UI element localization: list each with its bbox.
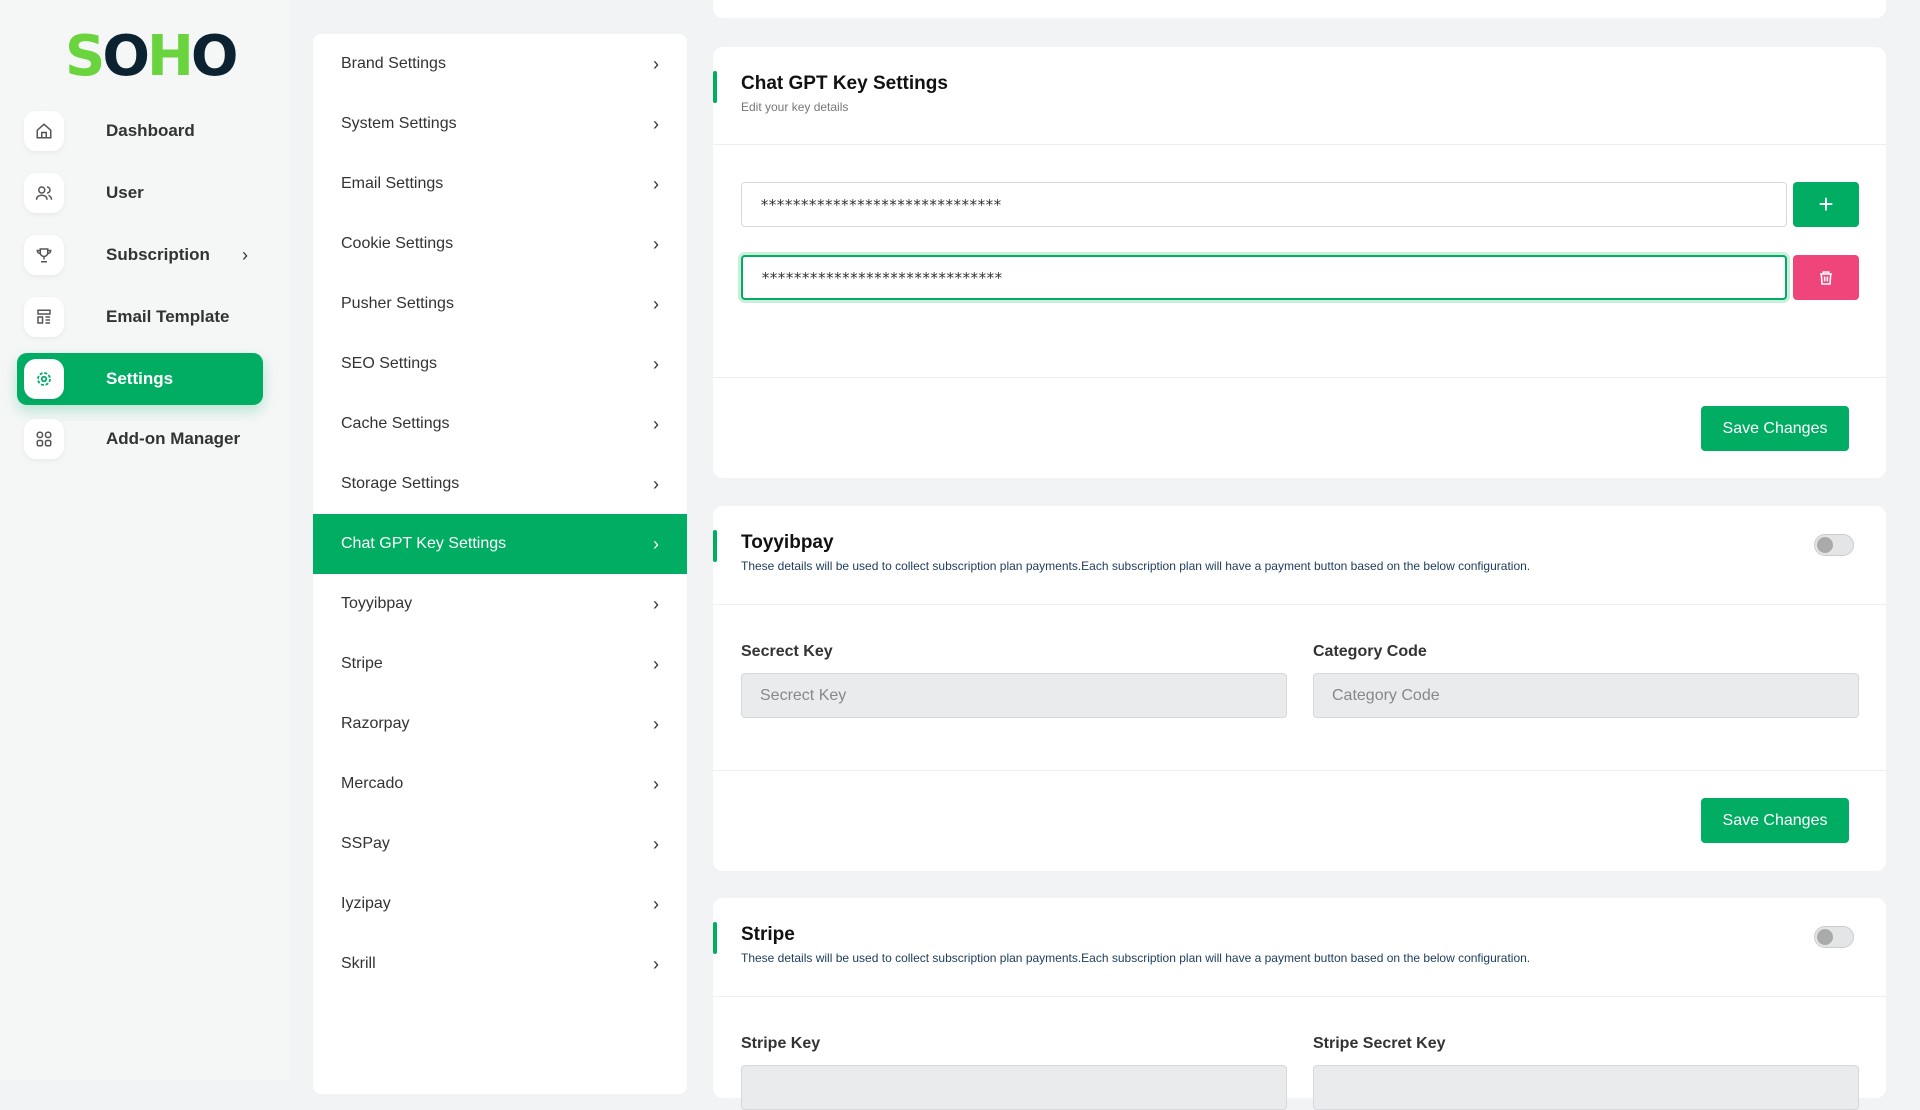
menu-item-label: SEO Settings [341,355,438,372]
settings-menu-item[interactable]: Cookie Settings › [313,214,687,274]
soho-logo[interactable]: SOHO [65,24,238,89]
settings-menu-item[interactable]: Email Settings › [313,154,687,214]
menu-item-label: Mercado [341,775,404,792]
settings-menu-item[interactable]: Toyyibpay › [313,574,687,634]
api-key-input[interactable]: ****************************** [741,255,1787,300]
menu-item-label: SSPay [341,835,390,852]
chevron-right-icon: › [653,473,659,494]
stripe-key-input[interactable] [741,1065,1287,1110]
menu-item-label: Chat GPT Key Settings [341,535,507,552]
secret-key-label: Secrect Key [741,643,833,660]
sidebar-item-subscription[interactable]: Subscription › [17,229,263,281]
delete-key-button[interactable] [1793,255,1859,300]
stripe-toggle[interactable] [1814,926,1854,948]
chevron-right-icon: › [653,773,659,794]
chevron-right-icon: › [653,593,659,614]
chevron-right-icon: › [653,293,659,314]
sidebar-item-settings[interactable]: Settings [17,353,263,405]
card-description: These details will be used to collect su… [741,559,1531,573]
chevron-right-icon: › [653,233,659,254]
users-icon [24,173,64,213]
chevron-right-icon: › [653,653,659,674]
settings-menu-item[interactable]: Chat GPT Key Settings › [313,514,687,574]
settings-menu-item[interactable]: Skrill › [313,934,687,994]
menu-item-label: Stripe [341,655,383,672]
menu-item-label: Toyyibpay [341,595,413,612]
card-title: Toyyibpay [741,532,834,553]
category-code-label: Category Code [1313,643,1427,660]
settings-menu-item[interactable]: SEO Settings › [313,334,687,394]
settings-menu-item[interactable]: Storage Settings › [313,454,687,514]
settings-menu-item[interactable]: System Settings › [313,94,687,154]
settings-menu-item[interactable]: Iyzipay › [313,874,687,934]
save-changes-button[interactable]: Save Changes [1701,406,1849,451]
menu-item-label: Razorpay [341,715,410,732]
stripe-card: Stripe These details will be used to col… [713,898,1886,1110]
sidebar-item-user[interactable]: User [17,167,263,219]
settings-menu-item[interactable]: Mercado › [313,754,687,814]
trash-icon [1820,270,1832,285]
sidebar: SOHO Dashboard User Subscription › Email… [0,0,290,1080]
plus-icon: + [1818,189,1834,219]
chevron-right-icon: › [242,244,248,265]
menu-item-label: Email Settings [341,175,444,192]
grid-icon [24,419,64,459]
gear-icon [24,359,64,399]
previous-card [713,0,1886,18]
chevron-right-icon: › [653,953,659,974]
stripe-key-label: Stripe Key [741,1035,821,1052]
menu-item-label: System Settings [341,115,457,132]
menu-item-label: Cache Settings [341,415,450,432]
chevron-right-icon: › [653,113,659,134]
sidebar-item-email-template[interactable]: Email Template [17,291,263,343]
chevron-right-icon: › [653,833,659,854]
menu-item-label: Pusher Settings [341,295,454,312]
toyyibpay-toggle[interactable] [1814,534,1854,556]
menu-item-label: Cookie Settings [341,235,454,252]
api-key-input[interactable]: ****************************** [741,182,1787,227]
save-changes-button[interactable]: Save Changes [1701,798,1849,843]
chevron-right-icon: › [653,713,659,734]
stripe-secret-key-label: Stripe Secret Key [1313,1035,1446,1052]
chevron-right-icon: › [653,533,659,554]
add-key-button[interactable]: + [1793,182,1859,227]
settings-menu-item[interactable]: Razorpay › [313,694,687,754]
settings-menu-item[interactable]: Cache Settings › [313,394,687,454]
category-code-input[interactable]: Category Code [1313,673,1859,718]
settings-menu-item[interactable]: Pusher Settings › [313,274,687,334]
menu-item-label: Brand Settings [341,55,446,72]
menu-item-label: Storage Settings [341,475,460,492]
card-subtitle: Edit your key details [741,100,849,114]
sidebar-item-addon-manager[interactable]: Add-on Manager [17,413,263,465]
stripe-secret-key-input[interactable] [1313,1065,1859,1110]
chatgpt-key-card: Chat GPT Key Settings Edit your key deta… [713,47,1886,478]
settings-menu-item[interactable]: Brand Settings › [313,34,687,94]
chevron-right-icon: › [653,173,659,194]
card-title: Stripe [741,924,795,945]
settings-menu: Brand Settings › System Settings › Email Set… [313,34,687,1094]
sidebar-item-dashboard[interactable]: Dashboard [17,105,263,157]
secret-key-input[interactable]: Secrect Key [741,673,1287,718]
chevron-right-icon: › [653,893,659,914]
settings-menu-item[interactable]: SSPay › [313,814,687,874]
home-icon [24,111,64,151]
settings-menu-item[interactable]: Stripe › [313,634,687,694]
template-icon [24,297,64,337]
menu-item-label: Skrill [341,955,376,972]
trophy-icon [24,235,64,275]
menu-item-label: Iyzipay [341,895,391,912]
card-title: Chat GPT Key Settings [741,73,948,94]
chevron-right-icon: › [653,353,659,374]
chevron-right-icon: › [653,413,659,434]
card-description: These details will be used to collect su… [741,951,1531,965]
toyyibpay-card: Toyyibpay These details will be used to … [713,506,1886,871]
chevron-right-icon: › [653,53,659,74]
